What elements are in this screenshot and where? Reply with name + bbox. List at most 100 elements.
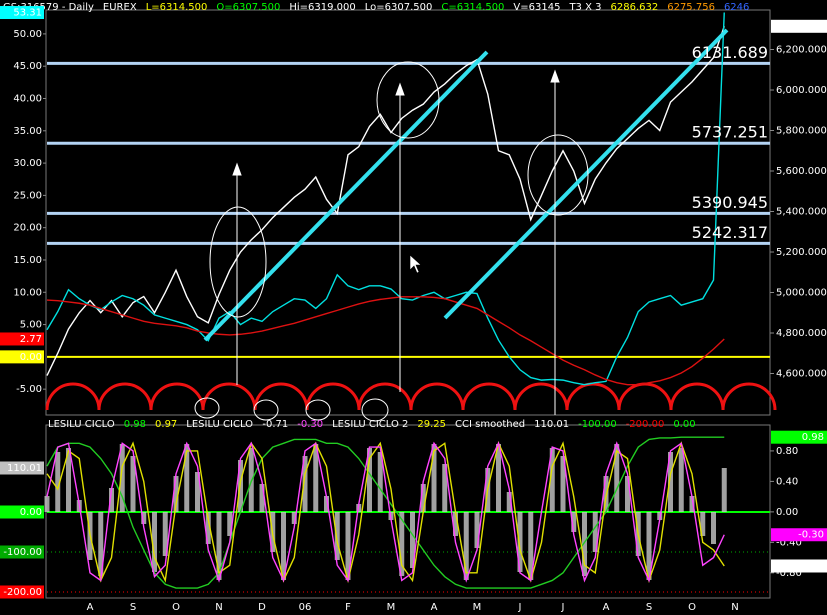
y-tick-label: 45.00 xyxy=(13,61,42,72)
ellipse xyxy=(253,399,279,421)
value-marker-box xyxy=(771,559,827,573)
ellipse xyxy=(527,134,589,216)
x-tick-label: J xyxy=(561,602,565,613)
readout-item: Hi=6319.000 xyxy=(289,2,355,13)
histogram-bar xyxy=(173,476,179,512)
readout-item: Lo=6307.500 xyxy=(365,2,433,13)
y-tick-label: 40.00 xyxy=(13,93,42,104)
value-marker-label: -100.00 xyxy=(3,547,42,558)
y2-tick-label: 5,000.000 xyxy=(776,287,827,298)
histogram-bar xyxy=(463,512,469,580)
readout-item: GS:316579 - Daily xyxy=(3,2,94,13)
arrow-head xyxy=(395,82,405,96)
x-tick-label: J xyxy=(518,602,522,613)
x-tick-label: M xyxy=(473,602,482,613)
histogram-bar xyxy=(291,512,297,524)
histogram-bar xyxy=(66,448,71,512)
x-tick-label: A xyxy=(431,602,438,613)
readout-item: V=63145 xyxy=(513,2,560,13)
y2-tick-label: 5,200.000 xyxy=(776,247,827,258)
histogram-bar xyxy=(711,512,716,544)
value-marker-box xyxy=(0,505,44,519)
histogram-bar xyxy=(195,472,200,512)
y-tick-label: 35.00 xyxy=(13,126,42,137)
y2-tick-label: -0.40 xyxy=(776,537,802,548)
readout-item: 0.98 xyxy=(124,419,146,430)
value-marker-label: 53.31 xyxy=(13,8,42,19)
histogram-bar xyxy=(281,512,286,580)
readout-item: LESILU CICLO xyxy=(48,419,115,430)
readout-item: -0.30 xyxy=(297,419,323,430)
histogram-bar xyxy=(410,512,415,568)
ellipse xyxy=(305,399,331,421)
value-marker-box xyxy=(771,430,827,444)
histogram-bar xyxy=(474,512,480,548)
x-tick-label: D xyxy=(258,602,266,613)
histogram-bar xyxy=(141,512,147,524)
histogram-bar xyxy=(549,448,555,512)
readout-item: C=6314.500 xyxy=(441,2,504,13)
histogram-bar xyxy=(442,464,448,512)
histogram-bar xyxy=(721,467,727,512)
ellipse xyxy=(361,398,389,422)
y-tick-label: 25.00 xyxy=(13,190,42,201)
cycle-arcs xyxy=(45,382,777,411)
histogram-bar xyxy=(109,488,114,512)
readout-item: 110.01 xyxy=(534,419,569,430)
value-marker-box xyxy=(0,585,44,599)
series-line xyxy=(46,26,725,376)
readout-item: L=6314.500 xyxy=(146,2,208,13)
series-line xyxy=(46,436,725,589)
x-tick-label: S xyxy=(130,602,136,613)
histogram-bar xyxy=(399,512,405,576)
readout-item: 6275.756 xyxy=(667,2,715,13)
lower-legend: LESILU CICLO 0.98 0.97 LESILU CICLO -0.71 -0.… xyxy=(48,419,696,430)
histogram-bar xyxy=(560,456,566,512)
y-tick-label: 20.00 xyxy=(13,223,42,234)
y-tick-label: 30.00 xyxy=(13,158,42,169)
value-marker-label: -0.30 xyxy=(798,530,824,541)
y2-tick-label: 6,200.000 xyxy=(776,44,827,55)
x-tick-label: F xyxy=(345,602,351,613)
x-tick-label: M xyxy=(387,602,396,613)
trend-line xyxy=(443,28,729,320)
y-tick-label: 10.00 xyxy=(13,287,42,298)
value-marker-box xyxy=(0,545,44,559)
y2-tick-label: 5,600.000 xyxy=(776,166,827,177)
readout-item: 6286.632 xyxy=(611,2,659,13)
histogram-bar xyxy=(302,456,308,512)
arrow-head xyxy=(232,162,242,176)
histogram-bar xyxy=(431,444,437,512)
readout-item: 6246 xyxy=(724,2,749,13)
value-marker-label: -0.71 xyxy=(798,561,824,572)
histogram-bar xyxy=(119,444,125,512)
ellipse xyxy=(209,206,267,318)
histogram-bar xyxy=(592,512,598,552)
value-marker-box xyxy=(771,528,827,542)
readout-item: O=6307.500 xyxy=(216,2,280,13)
value-marker-label: 6,314.500 xyxy=(773,21,824,32)
histogram-bar xyxy=(506,492,512,512)
value-marker-label: 2.77 xyxy=(20,334,42,345)
readout-item: CCI smoothed xyxy=(455,419,525,430)
value-marker-label: -200.00 xyxy=(3,587,42,598)
histogram-bar xyxy=(517,512,523,572)
x-tick-label: A xyxy=(87,602,94,613)
mouse-cursor xyxy=(409,254,422,274)
y-tick-label: 50.00 xyxy=(13,29,42,40)
readout-item: T3 X 3 xyxy=(568,2,601,13)
readout-item: 29.25 xyxy=(417,419,446,430)
value-marker-box xyxy=(0,332,44,346)
y2-tick-label: 5,800.000 xyxy=(776,125,827,136)
x-tick-label: O xyxy=(172,602,180,613)
histogram-bar xyxy=(44,496,50,512)
level-label: 5242.317 xyxy=(692,223,768,242)
histogram-bar xyxy=(625,476,630,512)
histogram-bar xyxy=(324,496,329,512)
histogram-bar xyxy=(216,512,222,580)
x-tick-label: S xyxy=(646,602,652,613)
readout-item: 0.97 xyxy=(155,419,177,430)
y-tick-label: -5.00 xyxy=(16,384,42,395)
readout-item: -200.00 xyxy=(626,419,665,430)
histogram-bar xyxy=(98,512,104,576)
